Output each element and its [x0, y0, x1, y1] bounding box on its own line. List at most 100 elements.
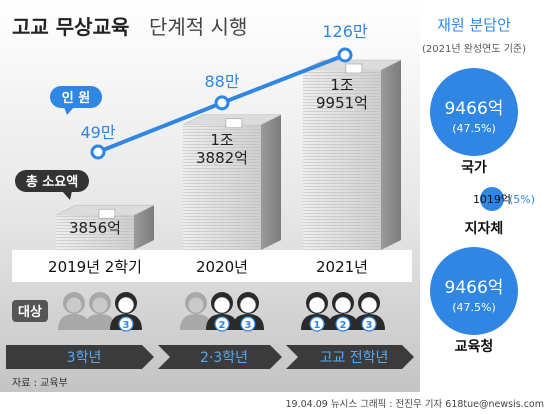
student-icon-faded [84, 292, 116, 330]
grade-badge [118, 316, 134, 332]
student-body [84, 314, 116, 330]
student-face [308, 296, 326, 314]
funding-amount: 1019억 [473, 193, 511, 206]
bar-band [345, 63, 363, 74]
funding-name: 교육청 [455, 339, 494, 355]
funding-amount: 9466억 [445, 99, 504, 119]
bar-value-label: 3856억 [69, 219, 121, 237]
bar-value-label: 1조 [330, 76, 354, 94]
credit-note: 19.04.09 뉴시스 그래픽 : 전진우 기자 618tue@newsis.… [286, 399, 544, 410]
funding-title: 재원 분담안 [437, 16, 511, 34]
grade-badge [309, 316, 325, 332]
grade-number: 1 [314, 320, 321, 331]
bar-legend-bubble [15, 170, 89, 192]
funding-item: 9466억 (47.5%) 교육청 [430, 247, 518, 355]
funding-bubble [430, 68, 518, 156]
target-arrow-label: 2·3학년 [200, 350, 248, 366]
funding-share: (47.5%) [452, 122, 496, 135]
target-arrow [6, 345, 154, 369]
grade-number: 2 [340, 320, 347, 331]
target-arrow-label: 고교 전학년 [320, 350, 389, 366]
target-label: 대상 [18, 305, 42, 320]
grade-badge [361, 316, 377, 332]
student-icon: 2 [206, 292, 238, 332]
student-face [91, 296, 109, 314]
bar-side [381, 60, 401, 250]
target-arrow [158, 345, 282, 369]
funding-name: 지자체 [465, 221, 504, 237]
series-legend-tail [64, 107, 74, 115]
bar-texture [303, 70, 381, 250]
student-icon: 3 [232, 292, 264, 332]
bar-legend-tail [62, 191, 72, 200]
bar-value-label: 9951억 [316, 94, 368, 112]
student-face [187, 296, 205, 314]
bar-bundle: 3856억 [55, 204, 155, 250]
bar-value-label: 3882억 [196, 149, 248, 167]
source-note: 자료 : 교육부 [12, 377, 68, 389]
student-icon-faded [58, 292, 90, 330]
chart-title: 고교 무상교육 [12, 15, 129, 39]
series-point [214, 95, 230, 111]
funding-subtitle: (2021년 완성연도 기준) [422, 43, 526, 55]
bar-legend: 총 소요액 [15, 170, 89, 200]
target-arrows: 3학년 2·3학년 고교 전학년 [6, 345, 414, 369]
student-icon: 3 [353, 292, 385, 332]
x-axis-labels: 2019년 2학기 2020년 2021년 [48, 258, 368, 276]
series-point [90, 144, 106, 160]
series-legend-label: 인 원 [62, 90, 90, 106]
line-series-layer: 49만 88만 126만 [80, 22, 368, 160]
student-face [117, 296, 135, 314]
student-icon: 1 [301, 292, 333, 332]
target-arrow [286, 345, 414, 369]
student-face [360, 296, 378, 314]
target-label-bubble [12, 300, 48, 322]
funding-panel: 재원 분담안 (2021년 완성연도 기준) 9466억 (47.5%) 국가 101… [422, 16, 535, 355]
bar-side [134, 205, 154, 250]
bar-band [98, 208, 116, 219]
funding-share: (5%) [509, 193, 535, 206]
funding-bubble [480, 187, 504, 211]
student-body [58, 314, 90, 330]
student-face [213, 296, 231, 314]
student-icon-faded [180, 292, 212, 330]
x-tick-label: 2021년 [316, 258, 368, 276]
bar-legend-label: 총 소요액 [26, 174, 78, 190]
chart-subtitle: 단계적 시행 [149, 15, 247, 39]
funding-name: 국가 [461, 160, 487, 176]
grade-number: 3 [366, 320, 373, 331]
student-icon: 2 [327, 292, 359, 332]
student-face [239, 296, 257, 314]
funding-item: 1019억(5%) 지자체 [465, 187, 535, 237]
series-data-label: 49만 [80, 123, 115, 142]
grade-number: 3 [245, 320, 252, 331]
series-legend-bubble [50, 86, 102, 108]
x-tick-label: 2020년 [196, 258, 248, 276]
target-arrow-label: 3학년 [67, 350, 102, 366]
student-body [180, 314, 212, 330]
targets-section: 대상 3 2 3 1 2 3 [12, 292, 385, 332]
series-legend: 인 원 [50, 86, 102, 115]
bar-side [261, 114, 281, 250]
series-point [337, 47, 353, 63]
grade-number: 2 [219, 320, 226, 331]
funding-item: 9466억 (47.5%) 국가 [430, 68, 518, 176]
funding-bubble [430, 247, 518, 335]
grade-badge [335, 316, 351, 332]
bar-band [225, 118, 243, 129]
funding-share: (47.5%) [452, 301, 496, 314]
series-data-label: 88만 [204, 72, 239, 91]
bar-texture [56, 215, 134, 250]
bar-texture [183, 124, 261, 250]
student-face [65, 296, 83, 314]
x-tick-label: 2019년 2학기 [48, 258, 142, 276]
student-face [334, 296, 352, 314]
x-axis-strip [12, 250, 412, 282]
grade-badge [214, 316, 230, 332]
grade-badge [240, 316, 256, 332]
student-icon: 3 [110, 292, 142, 332]
